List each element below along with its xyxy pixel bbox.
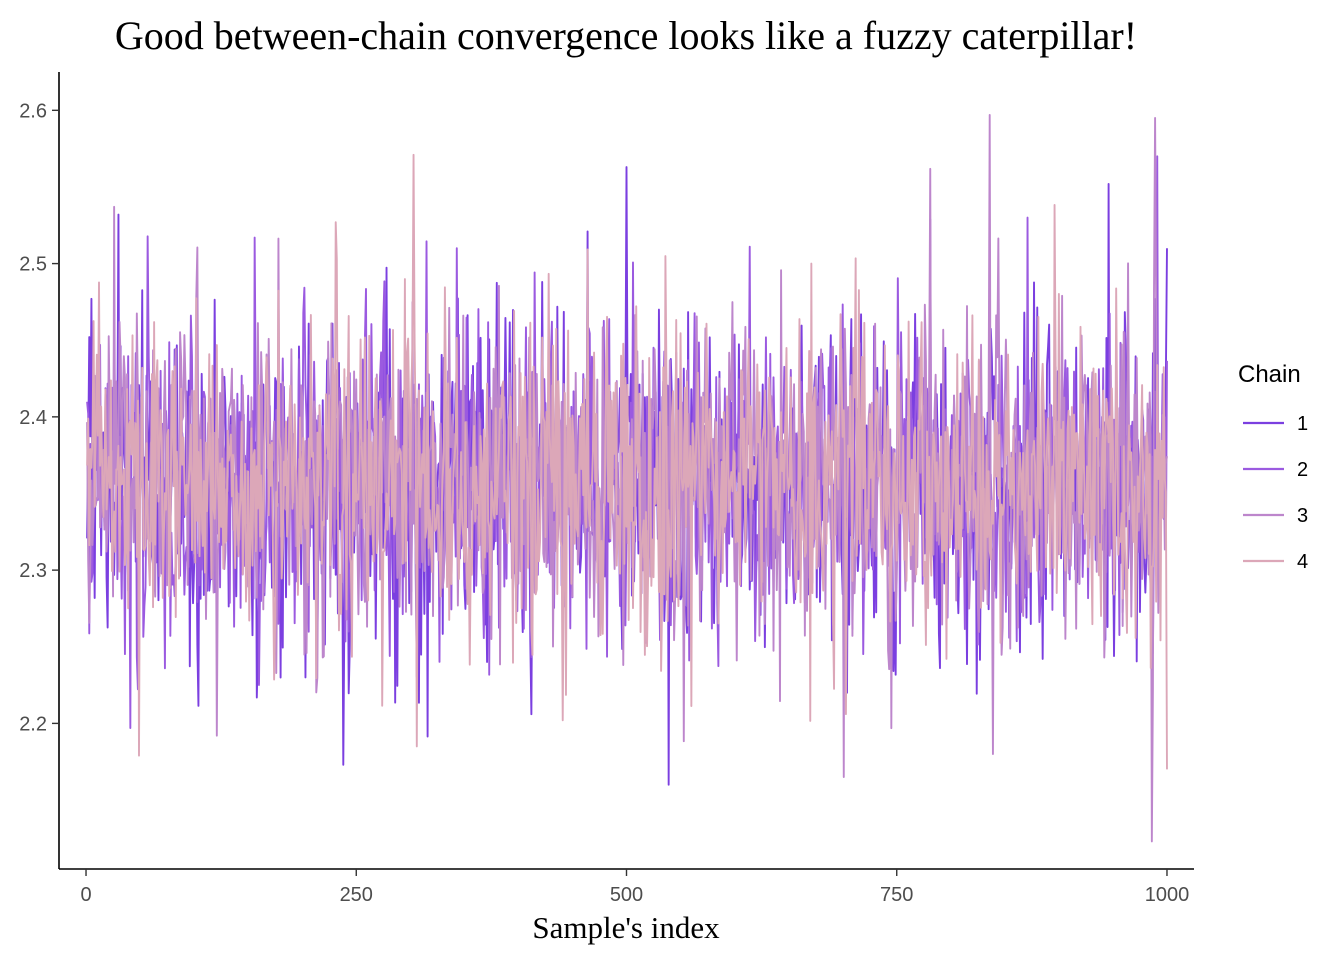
x-tick-label: 750: [880, 884, 913, 906]
x-tick-label: 500: [610, 884, 643, 906]
legend-label-chain-2: 2: [1297, 459, 1308, 481]
series-line-chain-4: [86, 153, 1168, 770]
x-tick-label: 250: [340, 884, 373, 906]
y-tick-label: 2.5: [19, 254, 47, 276]
x-tick-label: 0: [80, 884, 91, 906]
y-tick-label: 2.4: [19, 407, 47, 429]
legend: Chain 1 2 3 4: [1238, 361, 1308, 573]
legend-label-chain-1: 1: [1297, 413, 1308, 435]
y-tick-label: 2.2: [19, 713, 47, 735]
legend-label-chain-4: 4: [1297, 551, 1308, 573]
x-axis-label: Sample's index: [532, 910, 720, 945]
y-tick-label: 2.6: [19, 100, 47, 122]
series-layer: [86, 113, 1168, 843]
x-axis: 0 250 500 750 1000: [80, 869, 1189, 906]
x-tick-label: 1000: [1145, 884, 1190, 906]
legend-label-chain-3: 3: [1297, 505, 1308, 527]
y-axis: 2.2 2.3 2.4 2.5 2.6: [19, 100, 59, 735]
chart-title: Good between-chain convergence looks lik…: [115, 13, 1137, 58]
y-tick-label: 2.3: [19, 560, 47, 582]
legend-title: Chain: [1238, 361, 1301, 388]
